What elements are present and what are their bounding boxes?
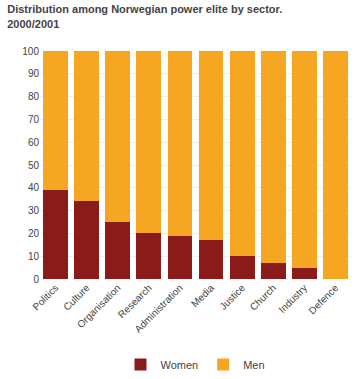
svg-text:10: 10: [28, 251, 40, 262]
svg-text:Men: Men: [243, 359, 264, 371]
svg-text:Industry: Industry: [276, 282, 309, 315]
svg-text:Justice: Justice: [217, 282, 247, 312]
svg-text:Church: Church: [248, 282, 279, 313]
svg-text:Media: Media: [189, 282, 216, 309]
svg-text:Organisation: Organisation: [75, 282, 123, 330]
svg-text:Research: Research: [116, 282, 154, 320]
svg-text:Culture: Culture: [61, 282, 92, 313]
svg-text:Politics: Politics: [30, 282, 60, 312]
svg-text:Defence: Defence: [306, 282, 340, 316]
svg-text:30: 30: [28, 205, 40, 216]
svg-text:20: 20: [28, 228, 40, 239]
svg-text:50: 50: [28, 160, 40, 171]
svg-text:0: 0: [33, 274, 39, 285]
svg-text:Women: Women: [161, 359, 199, 371]
svg-text:70: 70: [28, 114, 40, 125]
svg-text:Administration: Administration: [132, 282, 185, 335]
svg-text:60: 60: [28, 137, 40, 148]
svg-text:90: 90: [28, 68, 40, 79]
svg-text:40: 40: [28, 182, 40, 193]
svg-text:Distribution among Norwegian p: Distribution among Norwegian power elite…: [7, 3, 282, 29]
svg-text:80: 80: [28, 91, 40, 102]
svg-text:100: 100: [22, 46, 39, 57]
